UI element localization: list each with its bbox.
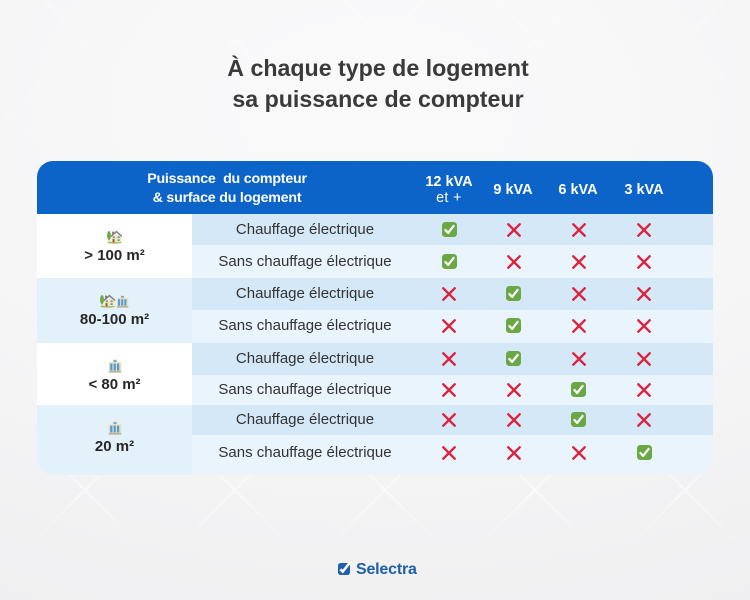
svg-text:Selectra: Selectra <box>356 561 417 576</box>
